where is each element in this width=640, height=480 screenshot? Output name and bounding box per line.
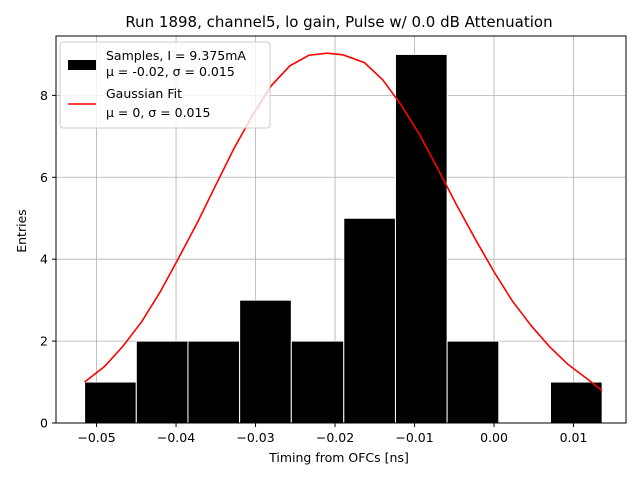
y-tick-label: 2: [40, 334, 48, 349]
legend-samples-label-line1: Samples, I = 9.375mA: [106, 48, 246, 63]
histogram-bar: [84, 381, 137, 424]
legend-samples-label-line2: μ = -0.02, σ = 0.015: [106, 64, 235, 79]
x-axis-ticks: −0.05 −0.04 −0.03 −0.02 −0.01 0.00 0.01: [77, 423, 587, 445]
legend-samples-swatch: [68, 60, 96, 70]
y-tick-label: 4: [40, 252, 48, 267]
histogram-bar: [290, 340, 345, 424]
legend-fit-label-line1: Gaussian Fit: [106, 86, 182, 101]
histogram-bar: [239, 299, 292, 424]
y-tick-label: 6: [40, 170, 48, 185]
histogram-bar: [187, 340, 241, 424]
histogram-bar: [343, 217, 396, 424]
x-tick-label: −0.01: [395, 430, 433, 445]
plot-frame: [55, 35, 627, 424]
y-axis-label: Entries: [14, 209, 29, 253]
chart-title: Run 1898, channel5, lo gain, Pulse w/ 0.…: [125, 13, 552, 31]
x-tick-label: −0.02: [316, 430, 354, 445]
histogram-bar: [135, 340, 189, 424]
y-tick-label: 0: [40, 416, 48, 431]
x-tick-label: −0.05: [77, 430, 115, 445]
histogram-bars: [84, 53, 603, 424]
y-axis-ticks: 0 2 4 6 8: [40, 88, 56, 431]
histogram-bar: [549, 381, 603, 424]
x-axis-label: Timing from OFCs [ns]: [268, 450, 409, 465]
x-tick-label: 0.00: [480, 430, 508, 445]
legend-box: [59, 41, 271, 129]
histogram-bar: [446, 340, 500, 424]
gaussian-fit: [84, 52, 603, 392]
histogram-bar: [394, 53, 448, 424]
legend-fit-label-line2: μ = 0, σ = 0.015: [106, 105, 210, 120]
x-tick-label: −0.04: [157, 430, 195, 445]
x-tick-label: 0.01: [560, 430, 588, 445]
legend: Samples, I = 9.375mA μ = -0.02, σ = 0.01…: [59, 41, 271, 129]
y-tick-label: 8: [40, 88, 48, 103]
x-tick-label: −0.03: [236, 430, 274, 445]
gaussian-fit-line: [84, 52, 603, 392]
